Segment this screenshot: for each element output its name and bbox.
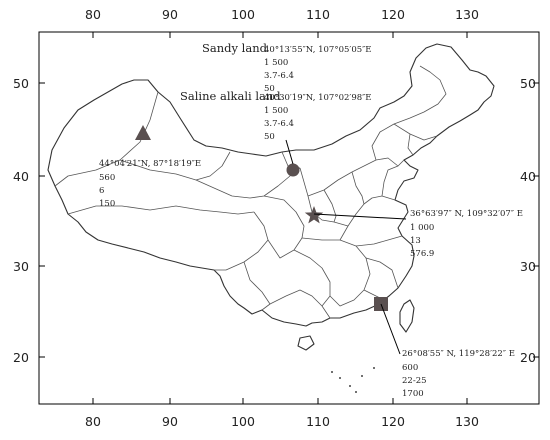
xinjiang-site-annotation: 44°04′21″N, 87°18′19″E 560 6 150 [99, 159, 201, 209]
star-site-value: 13 [410, 236, 421, 246]
leader-lines [285, 139, 407, 355]
saline-land-annotation: Saline alkali land 40°30′19″N, 107°02′98… [180, 89, 372, 142]
taiwan-island [399, 299, 415, 333]
hainan-island [297, 335, 315, 351]
triangle-site-marker [135, 125, 151, 140]
side-axes [39, 82, 539, 358]
bottom-tick-label: 120 [381, 414, 405, 429]
bottom-axis [92, 398, 468, 404]
top-tick-label: 120 [381, 7, 405, 22]
xinjiang-site-value: 6 [99, 186, 104, 196]
right-tick-label: 20 [520, 350, 536, 365]
star-site-value: 576.9 [410, 249, 434, 259]
country-outline [47, 43, 495, 327]
square-site-value: 22-25 [402, 376, 427, 386]
sandy-land-title: Sandy land [202, 41, 268, 55]
square-site-value: 1700 [402, 389, 424, 399]
bottom-tick-label: 100 [231, 414, 255, 429]
xinjiang-site-coords: 44°04′21″N, 87°18′19″E [99, 159, 201, 169]
xinjiang-site-value: 150 [99, 199, 115, 209]
right-tick-label: 40 [520, 169, 536, 184]
top-axis [92, 32, 468, 38]
sandy-land-coords: 40°13′55″N, 107°05′05″E [264, 45, 372, 55]
bottom-tick-label: 130 [455, 414, 479, 429]
left-tick-label: 20 [13, 350, 29, 365]
bottom-tick-label: 110 [306, 414, 330, 429]
xinjiang-site-value: 560 [99, 173, 115, 183]
sandy-land-value: 3.7-6.4 [264, 71, 294, 81]
saline-land-coords: 40°30′19″N, 107°02′98″E [264, 93, 372, 103]
star-site-annotation: 36°63′97″ N, 109°32′07″ E 1 000 13 576.9 [410, 209, 523, 259]
top-tick-label: 80 [85, 7, 101, 22]
star-site-marker [304, 206, 324, 224]
sandy-land-value: 50 [264, 84, 275, 94]
top-tick-label: 100 [231, 7, 255, 22]
bottom-tick-label: 90 [162, 414, 178, 429]
saline-land-value: 1 500 [264, 106, 288, 116]
star-site-value: 1 000 [410, 223, 434, 233]
bottom-tick-label: 80 [85, 414, 101, 429]
square-site-value: 600 [402, 363, 418, 373]
map-frame [38, 31, 540, 405]
south-sea-islands [331, 367, 375, 393]
square-site-coords: 26°08′55″ N, 119°28′22″ E [402, 349, 515, 359]
right-tick-label: 50 [520, 76, 536, 91]
square-site-annotation: 26°08′55″ N, 119°28′22″ E 600 22-25 1700 [402, 349, 515, 399]
left-tick-label: 40 [13, 169, 29, 184]
saline-land-title: Saline alkali land [180, 89, 281, 103]
saline-land-value: 50 [264, 132, 275, 142]
top-tick-label: 90 [162, 7, 178, 22]
left-tick-label: 30 [13, 259, 29, 274]
sandy-land-value: 1 500 [264, 58, 288, 68]
sandy-land-annotation: Sandy land 40°13′55″N, 107°05′05″E 1 500… [202, 41, 372, 94]
circle-site-marker [286, 163, 300, 177]
star-site-coords: 36°63′97″ N, 109°32′07″ E [410, 209, 523, 219]
saline-land-value: 3.7-6.4 [264, 119, 294, 129]
left-tick-label: 50 [13, 76, 29, 91]
top-tick-label: 130 [455, 7, 479, 22]
right-tick-label: 30 [520, 259, 536, 274]
top-tick-label: 110 [306, 7, 330, 22]
